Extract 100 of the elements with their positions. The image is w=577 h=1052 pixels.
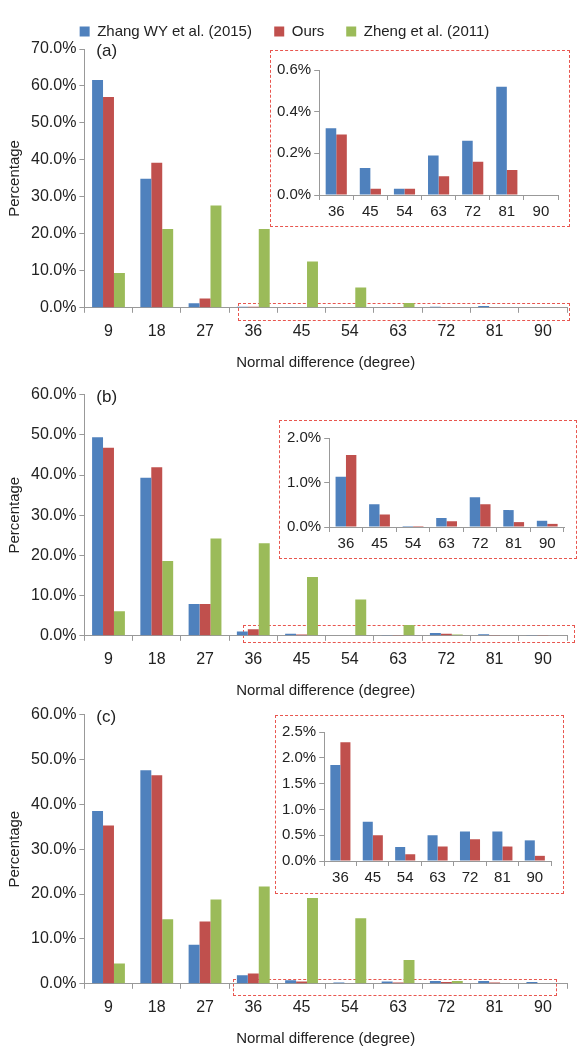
x-tick-label: 72 <box>437 321 456 339</box>
x-tick-label: 63 <box>389 997 408 1015</box>
x-tick-label: 63 <box>389 321 408 339</box>
y-tick-label: 60.0% <box>30 705 77 723</box>
bar <box>513 522 525 527</box>
y-tick-label: 0.5% <box>281 825 317 843</box>
bar <box>113 611 125 636</box>
y-tick-label: 2.5% <box>281 722 317 740</box>
chart-title: (b) <box>96 386 118 406</box>
x-tick-label: 72 <box>437 649 456 667</box>
x-tick-label: 90 <box>533 321 552 339</box>
bar <box>103 825 114 984</box>
bar <box>162 919 174 984</box>
bar <box>427 835 438 861</box>
bar <box>359 167 371 195</box>
y-tick-label: 40.0% <box>30 794 77 812</box>
y-tick-label: 0.0% <box>281 851 317 869</box>
bar <box>451 981 463 984</box>
legend-label: Zhang WY et al. (2015) <box>97 21 252 39</box>
bar <box>470 839 481 861</box>
y-axis-title: Percentage <box>5 140 23 217</box>
x-tick-label: 45 <box>362 202 379 220</box>
x-axis-title: Normal difference (degree) <box>236 1029 416 1047</box>
y-tick-label: 20.0% <box>30 545 77 563</box>
x-tick-label: 54 <box>340 321 359 339</box>
y-tick-label: 10.0% <box>30 261 77 279</box>
bar <box>307 898 318 984</box>
y-tick-label: 2.0% <box>286 428 322 446</box>
x-tick-label: 36 <box>332 868 349 886</box>
bar <box>258 229 270 308</box>
bar <box>258 543 270 636</box>
y-tick-label: 10.0% <box>30 929 77 947</box>
y-tick-label: 0.0% <box>39 974 77 992</box>
y-tick-label: 1.0% <box>281 799 317 817</box>
x-tick-label: 27 <box>196 321 215 339</box>
x-tick-label: 72 <box>461 868 479 886</box>
bar <box>236 975 248 984</box>
bar <box>258 886 270 984</box>
x-tick-label: 45 <box>292 321 311 339</box>
bar <box>335 476 346 527</box>
x-tick-label: 27 <box>196 649 215 667</box>
bar <box>492 831 503 861</box>
bar <box>472 161 484 195</box>
x-tick-label: 36 <box>337 534 355 552</box>
bar <box>92 80 104 308</box>
bar <box>113 963 125 984</box>
x-tick-label: 45 <box>292 649 311 667</box>
bar <box>503 510 514 527</box>
chart-title: (a) <box>96 41 118 61</box>
x-tick-label: 54 <box>396 202 413 220</box>
x-tick-label: 27 <box>196 997 215 1015</box>
chart-title: (c) <box>96 706 117 726</box>
y-tick-label: 0.0% <box>276 185 312 203</box>
bar <box>140 178 152 308</box>
bar <box>372 835 383 861</box>
x-tick-label: 9 <box>104 321 114 339</box>
bar <box>446 521 457 527</box>
bar <box>199 921 211 984</box>
bar <box>355 287 367 308</box>
bar <box>210 899 222 984</box>
y-tick-label: 10.0% <box>30 586 77 604</box>
legend-label: Ours <box>291 21 325 39</box>
bar <box>462 140 473 195</box>
y-tick-label: 0.2% <box>276 143 312 161</box>
x-tick-label: 72 <box>437 997 456 1015</box>
x-tick-label: 63 <box>389 649 408 667</box>
x-tick-label: 54 <box>340 649 359 667</box>
bar <box>307 261 318 308</box>
bar <box>340 742 351 861</box>
bar <box>199 604 211 636</box>
y-tick-label: 20.0% <box>30 224 77 242</box>
y-tick-label: 60.0% <box>30 385 77 403</box>
bar <box>210 205 222 308</box>
x-tick-label: 54 <box>404 534 422 552</box>
x-tick-label: 54 <box>340 997 359 1015</box>
x-tick-label: 63 <box>430 202 447 220</box>
bar <box>547 523 558 527</box>
x-tick-label: 81 <box>485 321 504 339</box>
bar <box>92 811 104 984</box>
x-tick-label: 90 <box>532 202 550 220</box>
bar <box>405 854 416 861</box>
y-tick-label: 20.0% <box>30 884 77 902</box>
bar <box>113 273 125 308</box>
y-tick-label: 30.0% <box>30 187 77 205</box>
bar <box>404 188 416 195</box>
bar <box>188 303 200 308</box>
y-tick-label: 50.0% <box>30 425 77 443</box>
y-tick-label: 40.0% <box>30 465 77 483</box>
bar <box>151 775 163 984</box>
y-tick-label: 0.0% <box>39 626 77 644</box>
y-axis-title: Percentage <box>5 810 23 888</box>
y-tick-label: 0.0% <box>286 517 322 535</box>
x-tick-label: 72 <box>471 534 489 552</box>
bar <box>369 504 380 527</box>
x-tick-label: 9 <box>104 997 114 1015</box>
bar <box>469 497 481 527</box>
x-tick-label: 18 <box>147 997 166 1015</box>
x-axis-title: Normal difference (degree) <box>236 681 416 699</box>
bar <box>140 477 152 636</box>
y-tick-label: 0.4% <box>276 101 312 119</box>
